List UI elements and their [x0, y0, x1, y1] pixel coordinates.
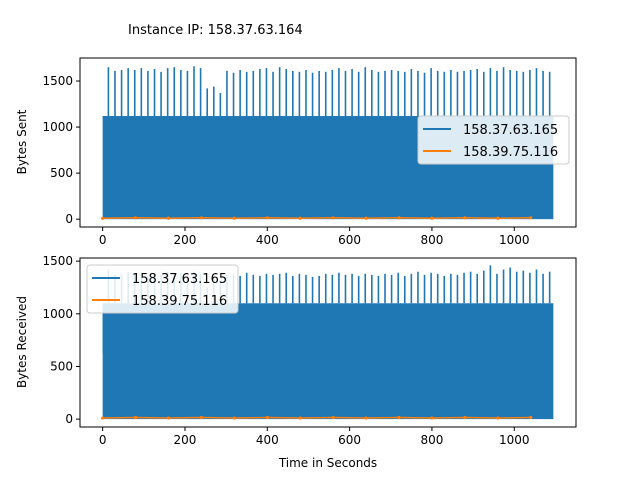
- series-2-point: [463, 415, 467, 420]
- x-tick-label: 400: [256, 433, 279, 447]
- y-tick-label: 500: [50, 359, 73, 373]
- series-2-point: [166, 416, 171, 420]
- legend-bytes-received: 158.37.63.165 158.39.75.116: [86, 264, 239, 314]
- legend-label-series-2: 158.39.75.116: [132, 294, 227, 309]
- x-tick-label: 200: [174, 233, 197, 247]
- y-tick-label: 0: [65, 212, 73, 226]
- xlabel-time: Time in Seconds: [278, 456, 377, 470]
- x-tick-label: 600: [338, 233, 361, 247]
- series-2-point: [232, 416, 236, 420]
- series-2-point: [496, 216, 500, 220]
- figure-title: Instance IP: 158.37.63.164: [128, 23, 303, 38]
- axes-frame-bytes-received: [79, 257, 577, 428]
- series-2-point: [199, 216, 204, 220]
- series-2-point: [298, 216, 302, 220]
- x-tick-label: 800: [420, 433, 443, 447]
- x-tick-label: 1000: [499, 233, 530, 247]
- x-tick-label: 200: [174, 433, 197, 447]
- legend-bytes-sent: 158.37.63.165 158.39.75.116: [417, 115, 570, 165]
- ylabel-bytes-received: Bytes Received: [15, 296, 29, 388]
- series-2-point: [331, 415, 335, 420]
- series-2-point: [232, 216, 236, 220]
- ticks-bytes-received: 0 200 400 600 800 1000 0 500 1000 1500: [42, 254, 529, 447]
- y-tick-label: 1000: [42, 307, 73, 321]
- y-tick-label: 1500: [42, 74, 73, 88]
- x-tick-label: 600: [338, 433, 361, 447]
- series-2-point: [364, 416, 368, 420]
- series-2-point: [463, 216, 467, 220]
- subplot-bytes-received: 0 200 400 600 800 1000 0 500 1000 1500 Bytes Rece…: [15, 254, 577, 470]
- series-1-band: [102, 303, 554, 420]
- series-2-point: [430, 416, 434, 420]
- y-tick-label: 1000: [42, 120, 73, 134]
- series-2-point: [529, 216, 533, 220]
- series-2-point: [397, 216, 401, 220]
- series-2-line: [102, 416, 531, 419]
- x-tick-label: 0: [99, 233, 107, 247]
- legend-box-bytes-received: [86, 264, 239, 314]
- series-2-point: [496, 416, 500, 420]
- series-2-point: [364, 216, 368, 220]
- series-2-point: [101, 416, 105, 420]
- x-tick-label: 1000: [499, 433, 530, 447]
- series-2-point: [133, 216, 138, 220]
- y-tick-label: 500: [50, 166, 73, 180]
- series-2-point: [199, 415, 204, 420]
- ticks-bytes-sent: 0 200 400 600 800 1000 0 500 1000 1500: [42, 74, 529, 247]
- series-2-point: [265, 216, 269, 220]
- series-2-point: [133, 415, 138, 420]
- subplot-bytes-sent: 0 200 400 600 800 1000 0 500 1000 1500 Bytes Sent…: [15, 57, 577, 247]
- x-tick-label: 400: [256, 233, 279, 247]
- legend-box-bytes-sent: [417, 115, 570, 165]
- y-tick-label: 1500: [42, 254, 73, 268]
- ylabel-bytes-sent: Bytes Sent: [15, 109, 29, 174]
- series-2-point: [265, 415, 269, 420]
- series-2-point: [166, 216, 171, 220]
- series-2-point: [397, 415, 401, 420]
- series-2-point: [101, 216, 105, 220]
- series-2-point: [529, 415, 533, 420]
- x-tick-label: 800: [420, 233, 443, 247]
- series-2-point: [298, 416, 302, 420]
- axes-frame-bytes-sent: [79, 57, 577, 228]
- x-tick-label: 0: [99, 433, 107, 447]
- series-2-point: [331, 216, 335, 220]
- y-tick-label: 0: [65, 412, 73, 426]
- legend-label-series-2: 158.39.75.116: [463, 145, 558, 160]
- series-2-point: [430, 216, 434, 220]
- legend-label-series-1: 158.37.63.165: [132, 272, 227, 287]
- legend-label-series-1: 158.37.63.165: [463, 123, 558, 138]
